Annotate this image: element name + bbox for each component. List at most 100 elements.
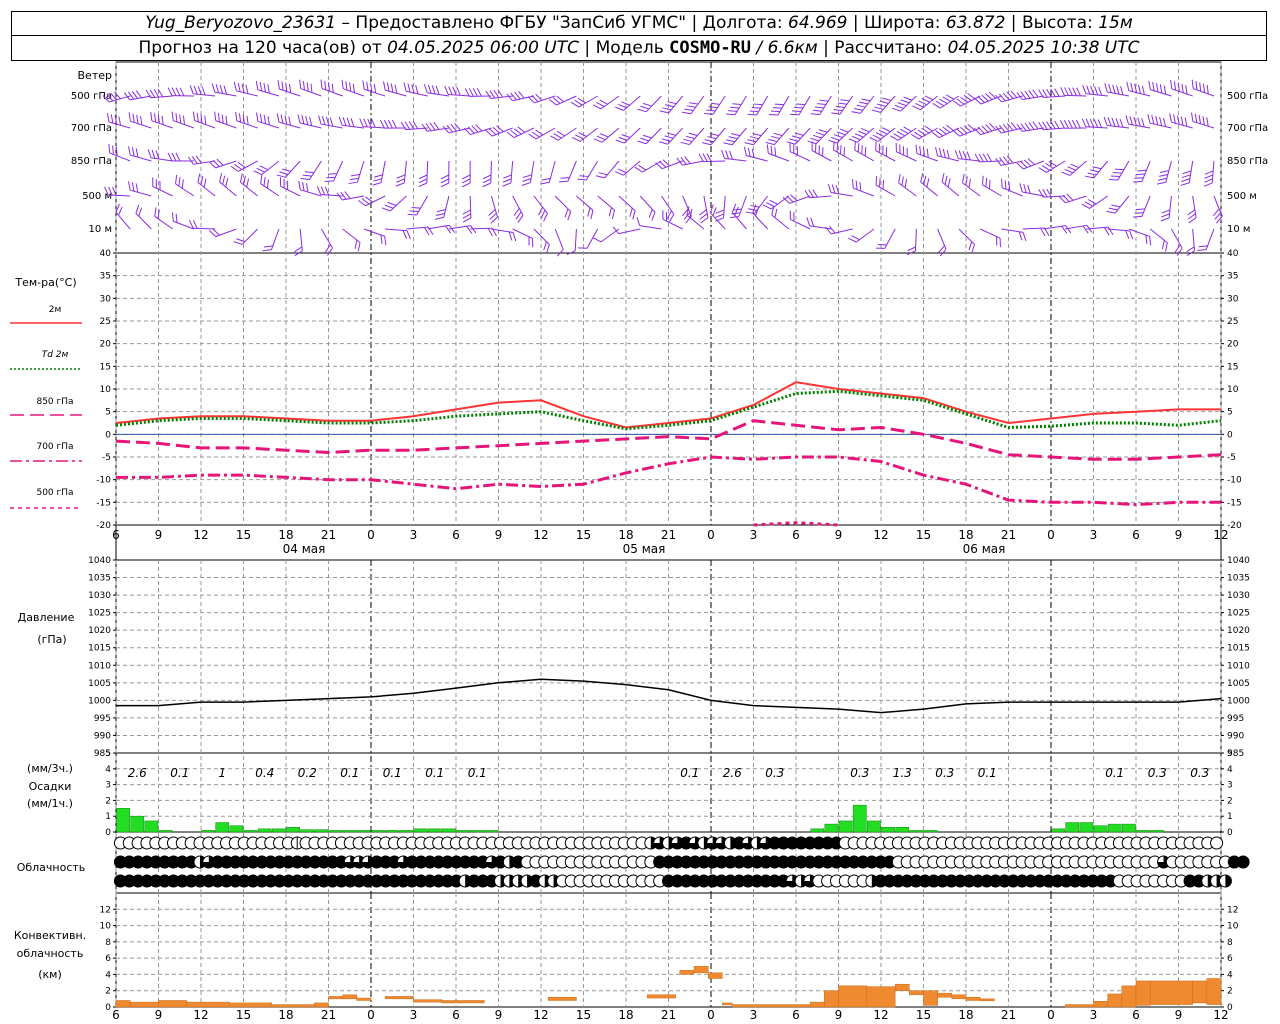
wind-barb-feather <box>350 173 360 177</box>
wind-barb-feather <box>506 131 515 139</box>
wind-level-label: 10 м <box>1227 224 1250 235</box>
wind-barb-feather <box>1161 209 1171 214</box>
wind-barb-feather <box>878 143 881 153</box>
precip-tick-label: 3 <box>105 781 111 791</box>
wind-barb-feather <box>967 123 975 131</box>
wind-barb-feather <box>854 133 864 138</box>
wind-barb-feather <box>384 204 394 209</box>
wind-barb-feather <box>885 147 888 157</box>
wind-barb <box>1108 160 1130 181</box>
wind-barb <box>702 127 726 146</box>
wind-barb-feather <box>294 250 303 257</box>
wind-barb-feather <box>338 116 343 126</box>
wind-barb-feather <box>655 162 663 170</box>
wind-barb-feather <box>151 149 156 159</box>
wind-barb-feather <box>860 127 870 133</box>
precip-bar <box>852 804 867 833</box>
wind-barb-feather <box>212 228 220 236</box>
cloud-overcast-icon <box>1236 855 1250 869</box>
wind-barb-feather <box>651 212 656 221</box>
wind-barb <box>336 191 365 201</box>
precip-3h-total: 0.1 <box>425 766 444 780</box>
temperature-series-line <box>115 419 1222 461</box>
wind-barb-feather <box>222 175 226 185</box>
wind-barb-feather <box>510 130 519 137</box>
wind-barb <box>570 95 598 108</box>
wind-barb-feather <box>556 95 564 103</box>
wind-barb-feather <box>918 100 927 106</box>
wind-barb-feather <box>237 162 246 169</box>
wind-barb <box>1203 160 1215 187</box>
wind-barb-feather <box>327 173 337 175</box>
wind-barb-feather <box>327 247 333 256</box>
wind-barb-feather <box>331 83 334 93</box>
precip-bar <box>371 830 385 833</box>
wind-barb-shaft <box>1193 88 1215 97</box>
wind-barb-feather <box>614 171 624 176</box>
wind-barb-shaft <box>363 228 385 237</box>
wind-barb-shaft <box>898 182 917 197</box>
wind-barb-feather <box>233 81 237 91</box>
wind-barb <box>533 228 550 254</box>
wind-barb-feather <box>181 179 184 189</box>
wind-barb-feather <box>1149 236 1152 246</box>
wind-barb-feather <box>608 207 612 217</box>
wind-barb <box>1086 226 1114 236</box>
wind-barb <box>698 153 726 163</box>
wind-barb-feather <box>946 149 950 159</box>
wind-barb-feather <box>747 208 757 211</box>
wind-barb-feather <box>1003 156 1010 165</box>
wind-barb <box>294 228 303 257</box>
wind-barb-shaft <box>794 127 811 145</box>
precip-3h-total: 1 <box>218 766 226 780</box>
wind-barb-feather <box>704 112 714 115</box>
wind-barb-feather <box>643 102 652 107</box>
wind-barb-feather <box>373 178 383 182</box>
wind-barb-feather <box>817 103 827 105</box>
wind-barb-shaft <box>1141 160 1151 182</box>
wind-barb <box>743 146 768 162</box>
wind-barb <box>463 124 492 136</box>
wind-barb-feather <box>765 141 775 146</box>
wind-barb-shaft <box>839 95 854 115</box>
wind-barb <box>1128 228 1152 246</box>
wind-barb-feather <box>302 182 305 192</box>
wind-barb-feather <box>456 86 461 96</box>
wind-barb-feather <box>277 80 280 90</box>
wind-barb-feather <box>749 110 759 113</box>
wind-barb-feather <box>239 173 243 183</box>
wind-barb-feather <box>267 116 270 126</box>
wind-barb-feather <box>1050 88 1056 97</box>
wind-barb-feather <box>440 174 450 180</box>
temperature-axis-title: Тем-ра(°С) <box>14 276 76 289</box>
wind-barb-feather <box>938 245 945 253</box>
wind-barb <box>362 80 386 97</box>
wind-barb <box>704 95 726 115</box>
wind-barb-feather <box>669 213 675 223</box>
wind-barb <box>1081 118 1108 129</box>
wind-barb-feather <box>789 142 791 152</box>
wind-barb-feather <box>1082 85 1087 94</box>
wind-barb-feather <box>553 133 562 139</box>
wind-barb-shaft <box>364 88 386 97</box>
separator: | <box>817 38 835 58</box>
x-tick-label: 12 <box>193 1008 208 1022</box>
wind-barb-feather <box>1006 123 1014 131</box>
wind-barb-feather <box>920 173 924 183</box>
temperature-series-line <box>116 455 1221 507</box>
wind-barb <box>506 90 535 102</box>
cloud-three-quarter-icon <box>202 856 215 868</box>
wind-barb-feather <box>1054 120 1060 129</box>
pressure-tick-label: 990 <box>94 731 111 741</box>
wind-barb-feather <box>1042 89 1048 98</box>
wind-barb-feather <box>906 147 908 157</box>
precip-bar <box>1122 823 1136 833</box>
wind-barb-feather <box>1038 167 1047 173</box>
wind-barb <box>127 181 152 197</box>
precip-tick-label: 2 <box>1227 796 1233 806</box>
wind-barb-feather <box>786 141 796 145</box>
wind-barb-feather <box>215 84 220 94</box>
wind-barb-feather <box>924 95 934 101</box>
wind-barb <box>1156 160 1172 185</box>
wind-barb-feather <box>118 206 123 216</box>
